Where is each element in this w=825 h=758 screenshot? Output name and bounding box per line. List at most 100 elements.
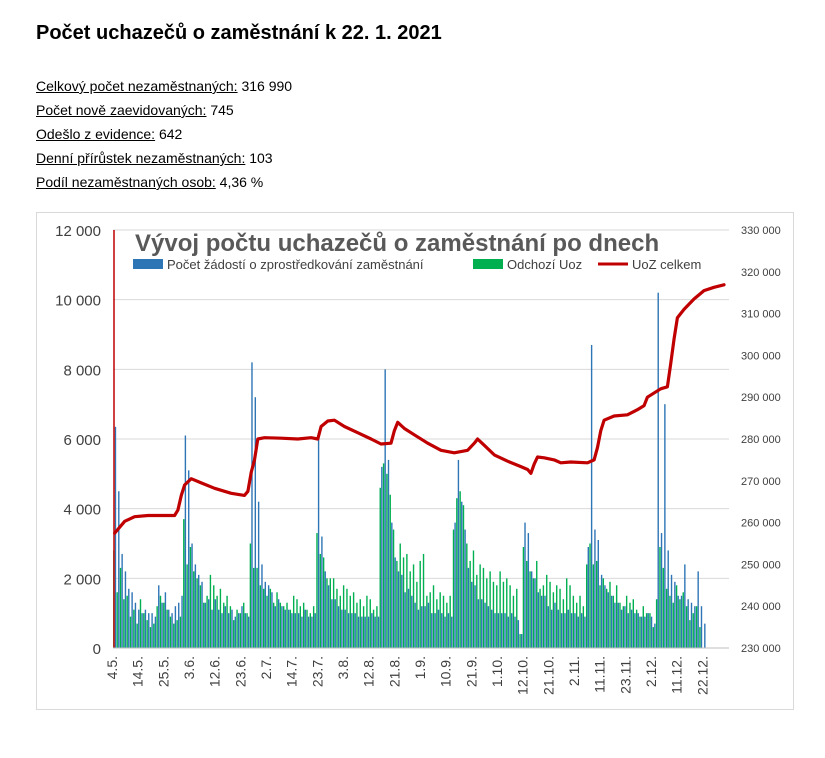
bar-requests [411,595,413,648]
bar-requests [567,609,570,648]
bar-outgoing [479,564,481,648]
bar-requests [624,606,626,648]
x-tick-label: 12.10. [515,656,531,695]
bar-requests [267,585,270,648]
bar-outgoing [163,602,165,648]
x-tick-label: 12.8. [361,656,377,687]
bar-outgoing [176,620,178,648]
bar-outgoing [129,616,132,648]
x-tick-label: 21.10. [540,656,556,695]
bar-requests [377,616,380,648]
bar-outgoing [699,627,701,648]
x-tick-label: 21.9. [463,656,479,687]
bar-outgoing [199,585,202,648]
bar-outgoing [679,599,681,648]
bar-requests [590,344,593,648]
bar-requests [537,592,540,648]
bar-outgoing [522,546,525,648]
bar-outgoing [246,613,248,648]
bar-outgoing [675,585,678,648]
bar-requests [530,571,533,648]
bar-outgoing [279,602,282,648]
bar-outgoing [599,585,601,648]
bar-outgoing [159,595,162,648]
bar-requests [141,613,143,648]
y-left-tick-label: 6 000 [63,432,101,449]
y-left-tick-label: 8 000 [63,362,101,379]
bar-requests [484,602,486,648]
bar-outgoing [229,606,232,648]
bar-requests [317,435,320,648]
bar-requests [467,567,470,648]
bar-outgoing [249,543,252,648]
bar-requests [241,606,243,648]
bar-requests [640,616,643,648]
bar-requests [221,613,223,648]
bar-outgoing [256,567,258,648]
bar-outgoing [396,560,398,648]
legend-label: Odchozí Uoz [507,257,582,272]
bar-requests [477,599,480,648]
bar-outgoing [469,560,471,648]
bar-requests [511,613,513,648]
stat-value: 4,36 % [219,174,264,190]
bar-requests [644,616,646,648]
bar-requests [630,609,633,648]
bar-outgoing [645,613,648,648]
bar-requests [154,616,157,648]
bar-requests [697,571,699,648]
bar-outgoing [672,602,674,648]
bar-requests [634,613,636,648]
x-tick-label: 23.7. [309,656,325,687]
bar-outgoing [263,588,265,648]
bar-outgoing [655,599,658,648]
bar-requests [174,606,177,648]
bar-outgoing [439,592,441,648]
x-tick-label: 3.6. [181,656,197,679]
line-uoz-total [113,283,726,535]
bar-outgoing [243,602,245,648]
bar-outgoing [446,602,448,648]
bar-requests [534,578,536,648]
bar-requests [284,609,286,648]
bar-requests [637,613,639,648]
bar-requests [481,599,483,648]
bar-outgoing [532,578,535,648]
y-right-tick-label: 330 000 [741,225,781,237]
bar-outgoing [356,602,358,648]
legend-item: Počet žádostí o zprostředkování zaměstná… [133,257,424,272]
bar-requests [134,602,137,648]
bar-outgoing [659,546,661,648]
bar-requests [311,616,313,648]
bar-outgoing [322,557,325,648]
bar-outgoing [502,581,505,648]
bar-outgoing [509,585,511,648]
bar-outgoing [276,592,278,648]
bar-requests [164,592,167,648]
bar-outgoing [366,595,368,648]
y-right-tick-label: 320 000 [741,267,781,279]
bar-outgoing [579,595,581,648]
bar-requests [384,369,386,648]
bar-requests [327,585,330,648]
bar-outgoing [695,606,698,648]
chart-title: Vývoj počtu uchazečů o zaměstnání po dne… [135,230,659,257]
bar-requests [271,592,273,648]
bar-requests [294,613,296,648]
bar-outgoing [416,581,418,648]
bar-requests [364,616,366,648]
bar-outgoing [569,585,571,648]
bar-outgoing [585,564,588,648]
bar-requests [211,609,213,648]
bar-outgoing [456,498,458,648]
x-tick-label: 10.9. [438,656,454,687]
bar-requests [214,599,217,648]
bar-outgoing [592,564,595,648]
bar-requests [451,616,453,648]
bar-outgoing [386,473,388,648]
bar-outgoing [326,578,328,648]
bar-requests [577,616,579,648]
page-title: Počet uchazečů o zaměstnání k 22. 1. 202… [36,22,442,44]
bar-outgoing [519,634,521,648]
y-left-tick-label: 4 000 [63,502,101,519]
